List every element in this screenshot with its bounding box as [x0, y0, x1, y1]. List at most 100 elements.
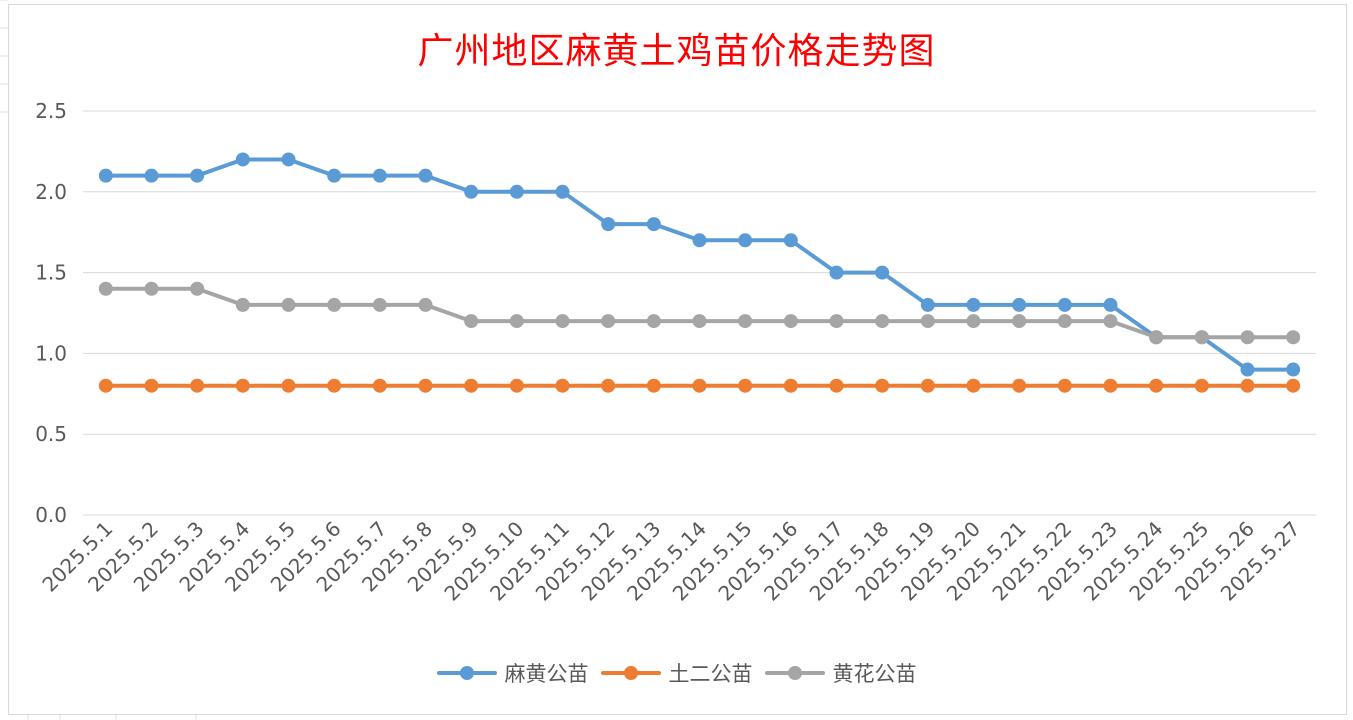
y-tick-label: 1.0 [35, 341, 67, 365]
legend-swatch [436, 666, 497, 680]
y-tick-label: 0.5 [35, 422, 67, 446]
data-point-series-3 [98, 281, 113, 296]
data-point-series-2 [738, 378, 753, 393]
data-point-series-1 [235, 152, 250, 167]
data-point-series-1 [327, 168, 342, 183]
data-point-series-3 [372, 297, 387, 312]
legend-item-2: 土二公苗 [600, 658, 753, 688]
legend-label: 土二公苗 [668, 662, 753, 686]
data-point-series-3 [829, 314, 844, 329]
data-point-series-1 [1012, 297, 1027, 312]
data-point-series-2 [1240, 378, 1255, 393]
data-point-series-1 [1057, 297, 1072, 312]
y-tick-label: 2.0 [35, 180, 67, 204]
y-tick-label: 1.5 [35, 261, 67, 285]
data-point-series-2 [829, 378, 844, 393]
data-point-series-3 [920, 314, 935, 329]
data-point-series-2 [281, 378, 296, 393]
data-point-series-3 [418, 297, 433, 312]
data-point-series-3 [235, 297, 250, 312]
data-point-series-3 [281, 297, 296, 312]
data-point-series-3 [1194, 330, 1209, 345]
data-point-series-3 [464, 314, 479, 329]
legend: 麻黄公苗 土二公苗 黄花公苗 [0, 658, 1353, 688]
chart-title: 广州地区麻黄土鸡苗价格走势图 [417, 31, 936, 72]
chart-area[interactable] [8, 4, 1347, 715]
data-point-series-1 [966, 297, 981, 312]
data-point-series-2 [646, 378, 661, 393]
data-point-series-1 [1286, 362, 1301, 377]
data-point-series-2 [875, 378, 890, 393]
data-point-series-1 [1103, 297, 1118, 312]
data-point-series-3 [966, 314, 981, 329]
data-point-series-2 [418, 378, 433, 393]
data-point-series-1 [920, 297, 935, 312]
data-point-series-2 [190, 378, 205, 393]
data-point-series-2 [783, 378, 798, 393]
data-point-series-1 [418, 168, 433, 183]
data-point-series-1 [98, 168, 113, 183]
data-point-series-2 [509, 378, 524, 393]
data-point-series-2 [1149, 378, 1164, 393]
data-point-series-2 [1057, 378, 1072, 393]
data-point-series-2 [1286, 378, 1301, 393]
data-point-series-3 [646, 314, 661, 329]
data-point-series-1 [875, 265, 890, 280]
data-point-series-3 [692, 314, 707, 329]
legend-label: 黄花公苗 [832, 662, 917, 686]
data-point-series-1 [783, 233, 798, 248]
data-point-series-2 [372, 378, 387, 393]
legend-label: 麻黄公苗 [504, 662, 589, 686]
data-point-series-2 [692, 378, 707, 393]
data-point-series-2 [98, 378, 113, 393]
data-point-series-3 [190, 281, 205, 296]
data-point-series-3 [327, 297, 342, 312]
series-line-1 [103, 157, 1296, 372]
legend-swatch [600, 666, 661, 680]
legend-item-3: 黄花公苗 [764, 658, 917, 688]
y-tick-label: 0.0 [35, 503, 67, 527]
data-point-series-1 [509, 184, 524, 199]
data-point-series-2 [235, 378, 250, 393]
data-point-series-1 [692, 233, 707, 248]
data-point-series-1 [190, 168, 205, 183]
data-point-series-2 [920, 378, 935, 393]
data-point-series-3 [1240, 330, 1255, 345]
data-point-series-2 [464, 378, 479, 393]
data-point-series-2 [1012, 378, 1027, 393]
data-point-series-3 [555, 314, 570, 329]
data-point-series-3 [144, 281, 159, 296]
data-point-series-1 [555, 184, 570, 199]
data-point-series-1 [144, 168, 159, 183]
data-point-series-1 [601, 217, 616, 232]
data-point-series-3 [1149, 330, 1164, 345]
data-point-series-3 [875, 314, 890, 329]
data-point-series-1 [372, 168, 387, 183]
data-point-series-2 [1194, 378, 1209, 393]
y-tick-label: 2.5 [35, 99, 67, 123]
data-point-series-2 [1103, 378, 1118, 393]
data-point-series-2 [327, 378, 342, 393]
data-point-series-3 [1286, 330, 1301, 345]
data-point-series-1 [281, 152, 296, 167]
data-point-series-3 [601, 314, 616, 329]
data-point-series-1 [1240, 362, 1255, 377]
legend-swatch [764, 666, 825, 680]
data-point-series-3 [783, 314, 798, 329]
series-line-3 [103, 286, 1296, 340]
data-point-series-2 [966, 378, 981, 393]
data-point-series-1 [829, 265, 844, 280]
data-point-series-2 [144, 378, 159, 393]
data-point-series-2 [555, 378, 570, 393]
legend-item-1: 麻黄公苗 [436, 658, 589, 688]
data-point-series-2 [601, 378, 616, 393]
data-point-series-1 [738, 233, 753, 248]
data-point-series-1 [464, 184, 479, 199]
data-point-series-1 [646, 217, 661, 232]
data-point-series-3 [1012, 314, 1027, 329]
data-point-series-3 [1103, 314, 1118, 329]
data-point-series-3 [738, 314, 753, 329]
data-point-series-3 [1057, 314, 1072, 329]
